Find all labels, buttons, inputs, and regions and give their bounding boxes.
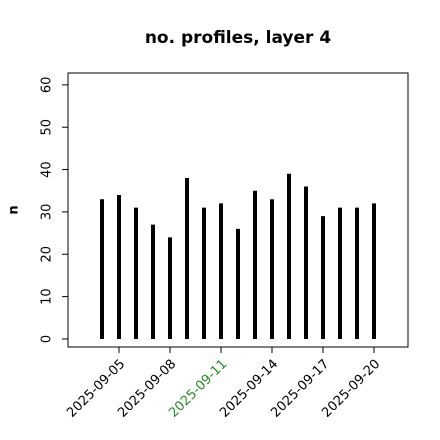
y-tick-label: 30 (40, 204, 55, 221)
plot-frame (67, 72, 409, 348)
y-axis-label: n (7, 205, 22, 214)
y-tick-label: 40 (40, 161, 55, 178)
y-tick-label: 60 (40, 77, 55, 94)
y-tick-label: 0 (40, 335, 55, 343)
y-tick-label: 10 (40, 288, 55, 305)
chart-title: no. profiles, layer 4 (145, 28, 332, 48)
y-tick-label: 50 (40, 119, 55, 136)
y-tick-label: 20 (40, 246, 55, 263)
